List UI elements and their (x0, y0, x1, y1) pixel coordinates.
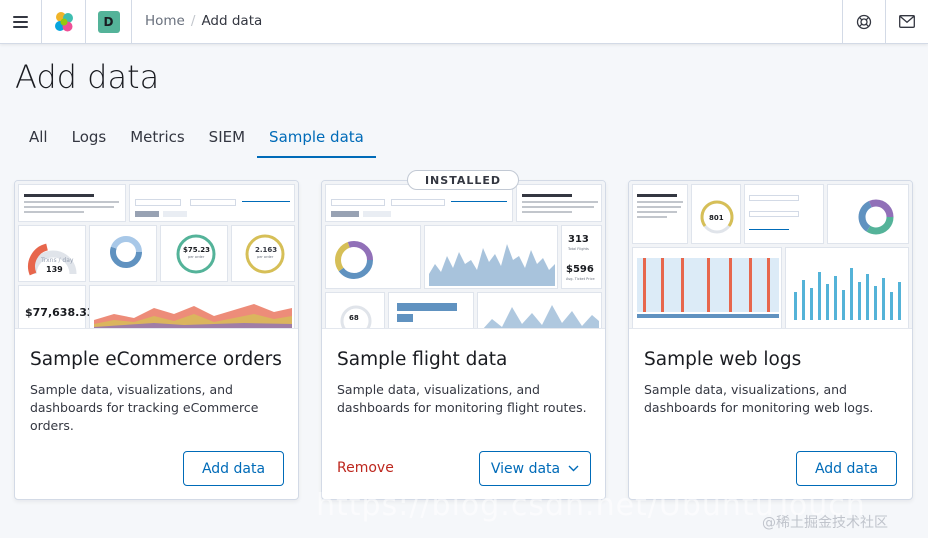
tab-all[interactable]: All (29, 128, 48, 146)
card-title: Sample flight data (337, 349, 508, 370)
breadcrumb-current: Add data (201, 13, 263, 29)
breadcrumb-separator: / (190, 13, 196, 29)
ecom-trend-label: Trxns / day (41, 257, 74, 264)
ecom-total-revenue: $77,638.33 (25, 306, 95, 319)
flights-price-value: $596 (566, 264, 594, 275)
weblogs-visitors-value: 801 (709, 214, 724, 222)
tab-bar: All Logs Metrics SIEM Sample data (15, 120, 376, 158)
remove-button[interactable]: Remove (337, 460, 394, 476)
card-ecommerce: Trxns / day 139 $75.23 per order 2.163 p… (14, 180, 299, 500)
trend-gauge-icon (28, 243, 77, 276)
top-bar: D Home / Add data (0, 0, 928, 44)
view-data-label: View data (490, 460, 561, 477)
ecom-avg-spend: $75.23 (183, 246, 211, 254)
card-description: Sample data, visualizations, and dashboa… (337, 382, 587, 415)
chevron-down-icon (568, 465, 579, 472)
donut-chart-icon (110, 236, 142, 268)
space-avatar: D (97, 10, 120, 33)
breadcrumb: Home / Add data (145, 13, 262, 29)
help-lifebuoy-icon (856, 14, 872, 29)
tab-siem[interactable]: SIEM (208, 128, 246, 146)
card-title: Sample web logs (644, 349, 802, 370)
breadcrumb-home[interactable]: Home (145, 13, 185, 29)
hamburger-icon (13, 13, 28, 31)
card-description: Sample data, visualizations, and dashboa… (644, 382, 874, 415)
space-selector[interactable]: D (86, 0, 132, 43)
flights-total-value: 313 (568, 234, 589, 245)
flight-donut-icon (335, 241, 373, 279)
weblogs-bar-chart-icon (794, 268, 901, 320)
visitors-gauge-icon (700, 200, 734, 234)
newsfeed-button[interactable] (885, 0, 928, 43)
tab-logs[interactable]: Logs (71, 128, 107, 146)
installed-badge: INSTALLED (407, 170, 519, 190)
ecom-avg-spend-label: per order (188, 255, 205, 259)
card-title: Sample eCommerce orders (30, 349, 282, 370)
flight-line-chart-icon (429, 244, 555, 286)
card-weblogs: 801 (628, 180, 913, 500)
logo-home-link[interactable] (42, 0, 86, 43)
watermark-site: @稀土掘金技术社区 (762, 515, 888, 531)
ecom-trend-value: 139 (46, 265, 63, 274)
weblogs-dashboard-preview: 801 (629, 181, 912, 329)
flights-delays-value: 68 (349, 314, 359, 322)
card-description: Sample data, visualizations, and dashboa… (30, 382, 259, 433)
menu-button[interactable] (0, 0, 42, 43)
add-data-button[interactable]: Add data (796, 451, 897, 486)
page-title: Add data (15, 58, 160, 96)
ecom-avg-items-label: per order (257, 255, 274, 259)
flight-area-chart-icon (483, 305, 599, 328)
response-timeline-icon (637, 258, 779, 318)
area-chart-icon (94, 304, 292, 328)
add-data-button[interactable]: Add data (183, 451, 284, 486)
card-flights: 313 Total Flights $596 Avg. Ticket Price… (321, 180, 606, 500)
ecom-avg-items: 2.163 (255, 246, 278, 254)
tab-metrics[interactable]: Metrics (130, 128, 185, 146)
watermark-url: https://blog.csdn.net/UbuntuTouch (316, 488, 866, 523)
delay-gauge-icon (340, 305, 372, 328)
items-ring-icon (245, 234, 285, 274)
mail-icon (899, 15, 915, 28)
tab-sample-data[interactable]: Sample data (257, 120, 376, 158)
ecommerce-dashboard-preview: Trxns / day 139 $75.23 per order 2.163 p… (15, 181, 298, 329)
flights-price-label: Avg. Ticket Price (566, 277, 595, 281)
flights-total-label: Total Flights (568, 247, 589, 251)
flights-dashboard-preview: 313 Total Flights $596 Avg. Ticket Price… (322, 181, 605, 329)
help-button[interactable] (842, 0, 885, 43)
weblogs-donut-icon (858, 199, 894, 235)
spend-ring-icon (176, 234, 216, 274)
elastic-logo-icon (54, 11, 73, 31)
view-data-button[interactable]: View data (479, 451, 591, 486)
